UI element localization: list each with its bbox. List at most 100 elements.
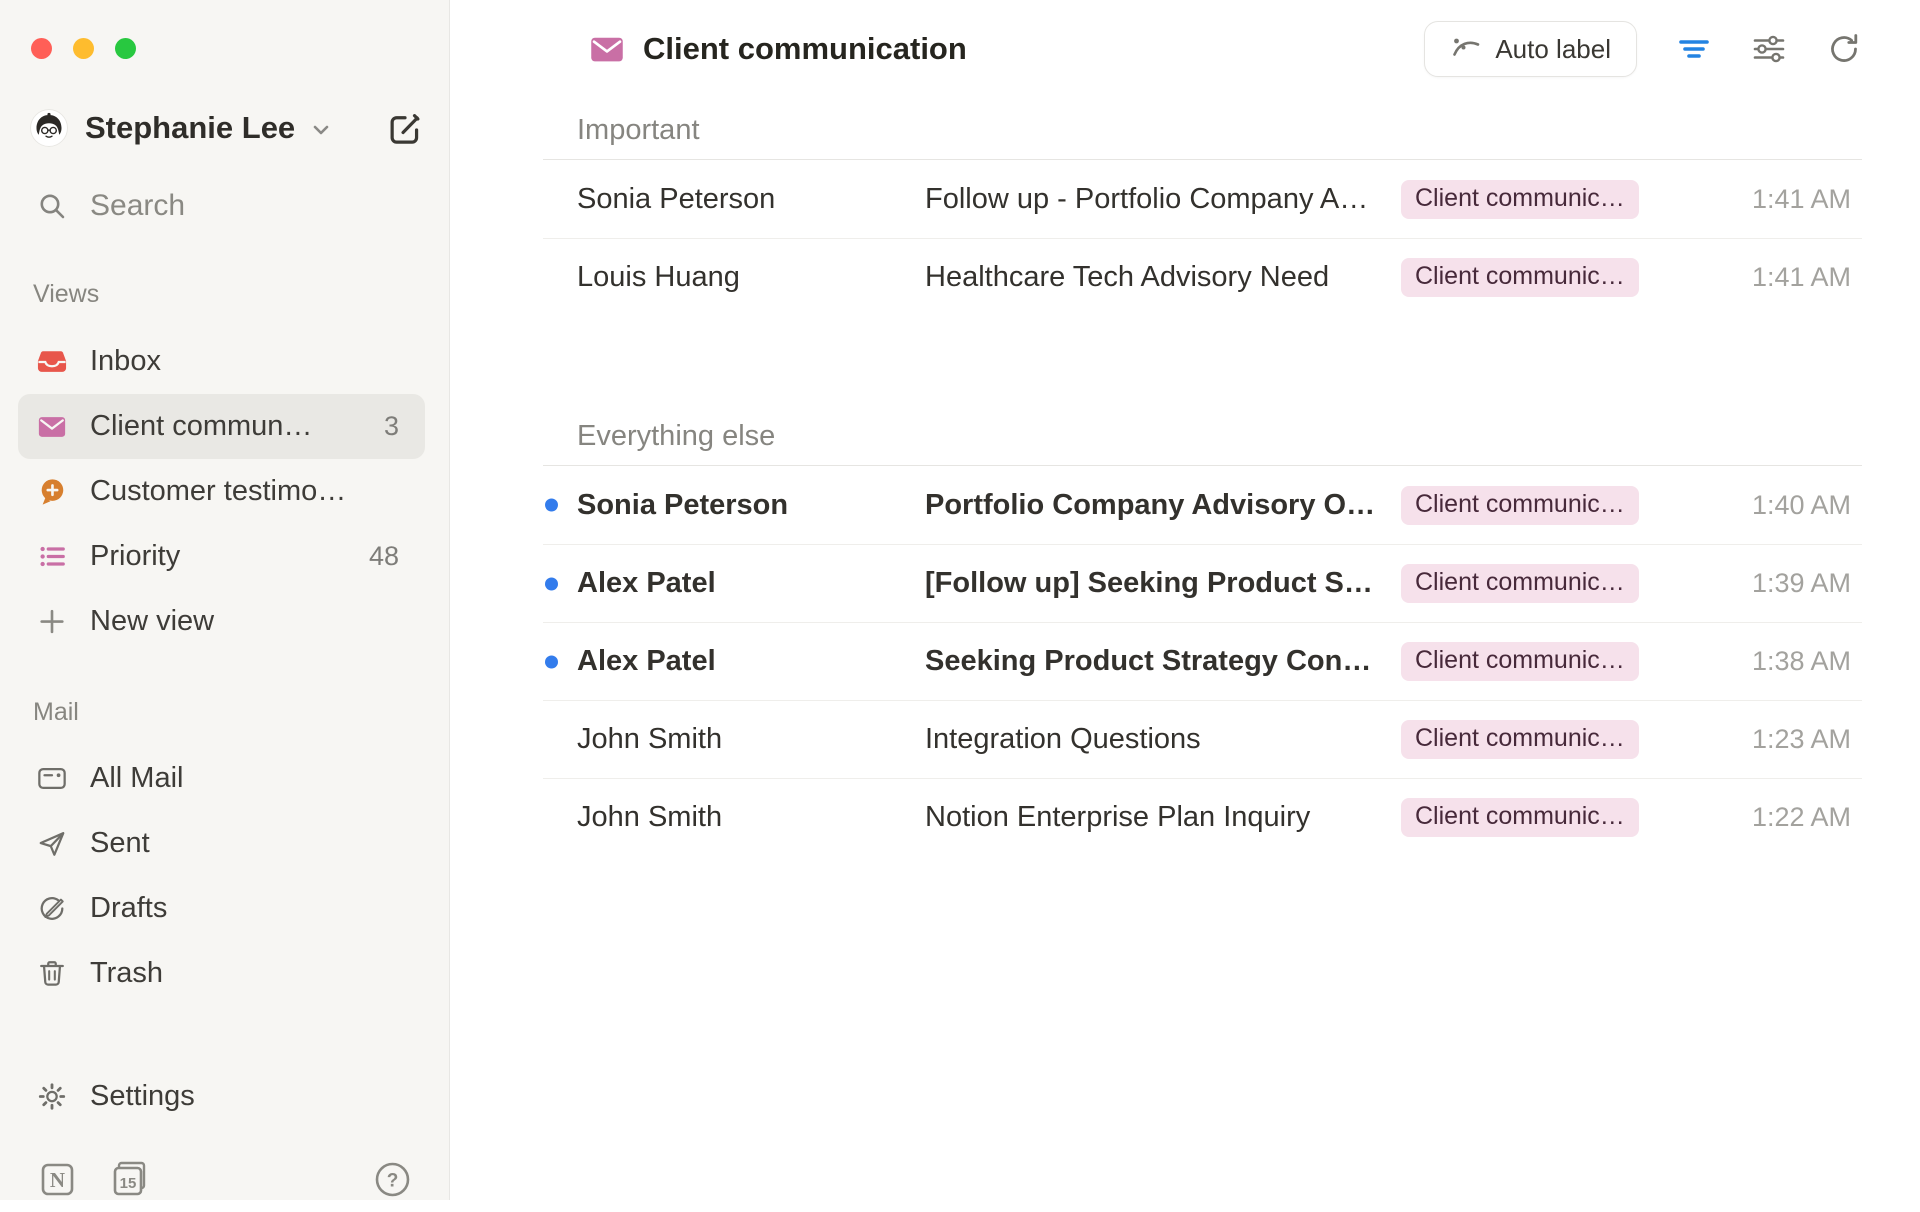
email-label-badge: Client communic… bbox=[1401, 720, 1639, 759]
views-section-label: Views bbox=[33, 280, 99, 309]
email-label-badge: Client communic… bbox=[1401, 180, 1639, 219]
unread-dot bbox=[545, 499, 558, 512]
views-nav: Inbox Client commun… 3 Customer test bbox=[18, 329, 425, 654]
email-subject: Notion Enterprise Plan Inquiry bbox=[925, 801, 1401, 834]
email-label-badge: Client communic… bbox=[1401, 486, 1639, 525]
sidebar-item-settings[interactable]: Settings bbox=[18, 1064, 425, 1129]
svg-text:N: N bbox=[50, 1168, 65, 1192]
email-time: 1:41 AM bbox=[1752, 262, 1862, 293]
section-header-important: Important bbox=[543, 98, 1862, 160]
all-mail-icon bbox=[37, 764, 67, 794]
notion-icon[interactable]: N bbox=[39, 1160, 77, 1198]
email-subject: [Follow up] Seeking Product Strate… bbox=[925, 567, 1401, 600]
user-name: Stephanie Lee bbox=[85, 110, 295, 146]
email-time: 1:39 AM bbox=[1752, 568, 1862, 599]
email-time: 1:22 AM bbox=[1752, 802, 1862, 833]
refresh-icon bbox=[1826, 31, 1862, 67]
sidebar-item-priority[interactable]: Priority 48 bbox=[18, 524, 425, 589]
email-subject: Healthcare Tech Advisory Need bbox=[925, 261, 1401, 294]
email-time: 1:41 AM bbox=[1752, 184, 1862, 215]
auto-label-button[interactable]: Auto label bbox=[1424, 21, 1637, 77]
email-row[interactable]: Sonia Peterson Follow up - Portfolio Com… bbox=[543, 160, 1862, 238]
compose-icon[interactable] bbox=[387, 110, 423, 146]
mail-nav: All Mail Sent Drafts bbox=[18, 746, 425, 1006]
email-sender: John Smith bbox=[577, 723, 925, 756]
page-title: Client communication bbox=[643, 31, 967, 67]
email-row[interactable]: Alex Patel Seeking Product Strategy Cons… bbox=[543, 622, 1862, 700]
sidebar-item-client-communication[interactable]: Client commun… 3 bbox=[18, 394, 425, 459]
sidebar: Stephanie Lee Search Views Inbox bbox=[0, 0, 450, 1200]
sidebar-item-customer-testimonials[interactable]: Customer testimo… bbox=[18, 459, 425, 524]
mail-section-label: Mail bbox=[33, 698, 79, 727]
sliders-icon bbox=[1751, 31, 1787, 67]
calendar-icon[interactable]: 15 bbox=[110, 1159, 150, 1199]
count-badge: 48 bbox=[369, 541, 399, 572]
sidebar-footer: N 15 ? bbox=[39, 1146, 411, 1212]
sidebar-item-drafts[interactable]: Drafts bbox=[18, 876, 425, 941]
chat-plus-icon bbox=[37, 477, 67, 507]
zoom-window-button[interactable] bbox=[115, 38, 136, 59]
svg-text:?: ? bbox=[387, 1170, 399, 1191]
email-sender: Louis Huang bbox=[577, 261, 925, 294]
email-row[interactable]: John Smith Notion Enterprise Plan Inquir… bbox=[543, 778, 1862, 856]
envelope-icon bbox=[37, 412, 67, 442]
email-sender: Alex Patel bbox=[577, 645, 925, 678]
drafts-icon bbox=[37, 894, 67, 924]
view-header: Client communication Auto label bbox=[451, 0, 1920, 98]
email-time: 1:38 AM bbox=[1752, 646, 1862, 677]
email-label-badge: Client communic… bbox=[1401, 258, 1639, 297]
refresh-button[interactable] bbox=[1826, 31, 1862, 67]
email-label-badge: Client communic… bbox=[1401, 798, 1639, 837]
unread-dot bbox=[545, 655, 558, 668]
email-subject: Portfolio Company Advisory Oppor… bbox=[925, 489, 1401, 522]
display-options-button[interactable] bbox=[1751, 31, 1787, 67]
filter-button[interactable] bbox=[1676, 31, 1712, 67]
email-subject: Seeking Product Strategy Consult… bbox=[925, 645, 1401, 678]
settings-nav: Settings bbox=[18, 1064, 425, 1129]
gear-icon bbox=[37, 1082, 67, 1112]
email-row[interactable]: Sonia Peterson Portfolio Company Advisor… bbox=[543, 466, 1862, 544]
search-icon bbox=[37, 191, 67, 221]
sidebar-item-sent[interactable]: Sent bbox=[18, 811, 425, 876]
email-sender: Sonia Peterson bbox=[577, 183, 925, 216]
list-icon bbox=[37, 542, 67, 572]
send-icon bbox=[37, 829, 67, 859]
email-label-badge: Client communic… bbox=[1401, 642, 1639, 681]
sidebar-item-new-view[interactable]: New view bbox=[18, 589, 425, 654]
email-sender: John Smith bbox=[577, 801, 925, 834]
email-row[interactable]: Louis Huang Healthcare Tech Advisory Nee… bbox=[543, 238, 1862, 316]
plus-icon bbox=[37, 607, 67, 637]
email-subject: Integration Questions bbox=[925, 723, 1401, 756]
sidebar-item-all-mail[interactable]: All Mail bbox=[18, 746, 425, 811]
email-time: 1:23 AM bbox=[1752, 724, 1862, 755]
search-input[interactable]: Search bbox=[37, 178, 419, 234]
account-switcher[interactable]: Stephanie Lee bbox=[30, 100, 423, 156]
filter-icon bbox=[1676, 31, 1712, 67]
search-placeholder: Search bbox=[90, 189, 185, 223]
envelope-icon bbox=[589, 31, 625, 67]
email-row[interactable]: Alex Patel [Follow up] Seeking Product S… bbox=[543, 544, 1862, 622]
help-icon[interactable]: ? bbox=[374, 1161, 411, 1198]
close-window-button[interactable] bbox=[31, 38, 52, 59]
avatar bbox=[30, 109, 68, 147]
svg-text:15: 15 bbox=[120, 1175, 137, 1192]
minimize-window-button[interactable] bbox=[73, 38, 94, 59]
unread-dot bbox=[545, 577, 558, 590]
email-subject: Follow up - Portfolio Company Advi… bbox=[925, 183, 1401, 216]
auto-label-icon bbox=[1450, 33, 1482, 65]
email-sender: Alex Patel bbox=[577, 567, 925, 600]
email-row[interactable]: John Smith Integration Questions Client … bbox=[543, 700, 1862, 778]
section-header-everything-else: Everything else bbox=[543, 404, 1862, 466]
chevron-down-icon bbox=[309, 118, 333, 142]
email-list: Important Sonia Peterson Follow up - Por… bbox=[543, 98, 1862, 856]
trash-icon bbox=[37, 959, 67, 989]
inbox-icon bbox=[37, 347, 67, 377]
email-sender: Sonia Peterson bbox=[577, 489, 925, 522]
email-label-badge: Client communic… bbox=[1401, 564, 1639, 603]
window-controls bbox=[31, 38, 136, 59]
main-content: Client communication Auto label bbox=[451, 0, 1920, 1200]
sidebar-item-inbox[interactable]: Inbox bbox=[18, 329, 425, 394]
sidebar-item-trash[interactable]: Trash bbox=[18, 941, 425, 1006]
email-time: 1:40 AM bbox=[1752, 490, 1862, 521]
count-badge: 3 bbox=[384, 411, 399, 442]
